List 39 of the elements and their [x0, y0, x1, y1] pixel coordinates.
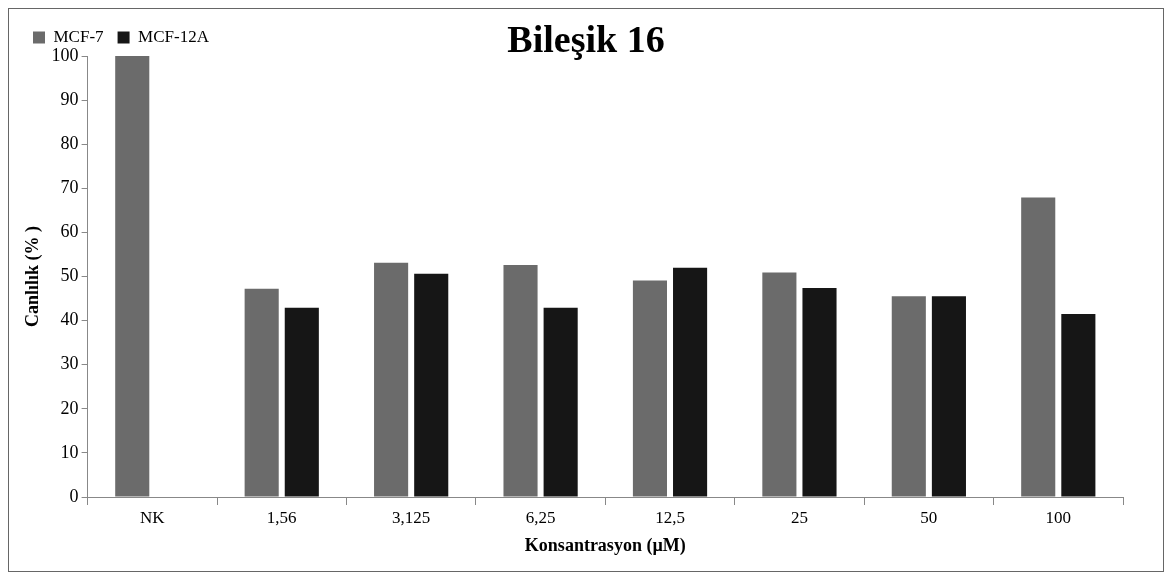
bar	[543, 307, 578, 497]
bar	[244, 288, 279, 497]
y-tick-label: 90	[60, 88, 79, 109]
y-tick-label: 20	[60, 397, 79, 418]
x-tick-label: 6,25	[525, 507, 556, 527]
x-axis-title: Konsantrasyon (µM)	[524, 534, 686, 556]
bar	[632, 280, 667, 497]
y-tick-label: 40	[60, 309, 79, 330]
bar	[673, 267, 708, 497]
bar	[762, 272, 797, 497]
y-tick-label: 70	[60, 177, 79, 198]
legend-label: MCF-7	[53, 26, 105, 46]
y-tick-label: 80	[60, 132, 79, 153]
y-tick-label: 30	[60, 353, 79, 374]
x-tick-label: 3,125	[392, 507, 431, 527]
bar	[1021, 197, 1056, 497]
y-tick-label: 50	[60, 265, 79, 286]
chart-title: Bileşik 16	[507, 18, 665, 60]
legend-label: MCF-12A	[138, 26, 210, 46]
y-tick-label: 10	[60, 441, 79, 462]
bar	[1061, 313, 1096, 497]
x-tick-label: 1,56	[266, 507, 297, 527]
y-tick-label: 60	[60, 221, 79, 242]
y-tick-label: 100	[51, 44, 79, 65]
bar	[284, 307, 319, 497]
bar	[115, 56, 150, 497]
x-tick-label: 50	[920, 507, 938, 527]
bar	[931, 296, 966, 497]
x-tick-label: 12,5	[655, 507, 685, 527]
y-tick-label: 0	[69, 485, 79, 506]
x-tick-label: 100	[1045, 507, 1072, 527]
bar	[374, 262, 409, 497]
x-tick-label: 25	[790, 507, 808, 527]
x-tick-label: NK	[140, 507, 166, 527]
bar	[802, 287, 837, 497]
bar	[414, 273, 449, 497]
y-axis-title: Canlılık (% )	[22, 225, 44, 328]
bar	[891, 296, 926, 497]
bar	[503, 265, 538, 497]
